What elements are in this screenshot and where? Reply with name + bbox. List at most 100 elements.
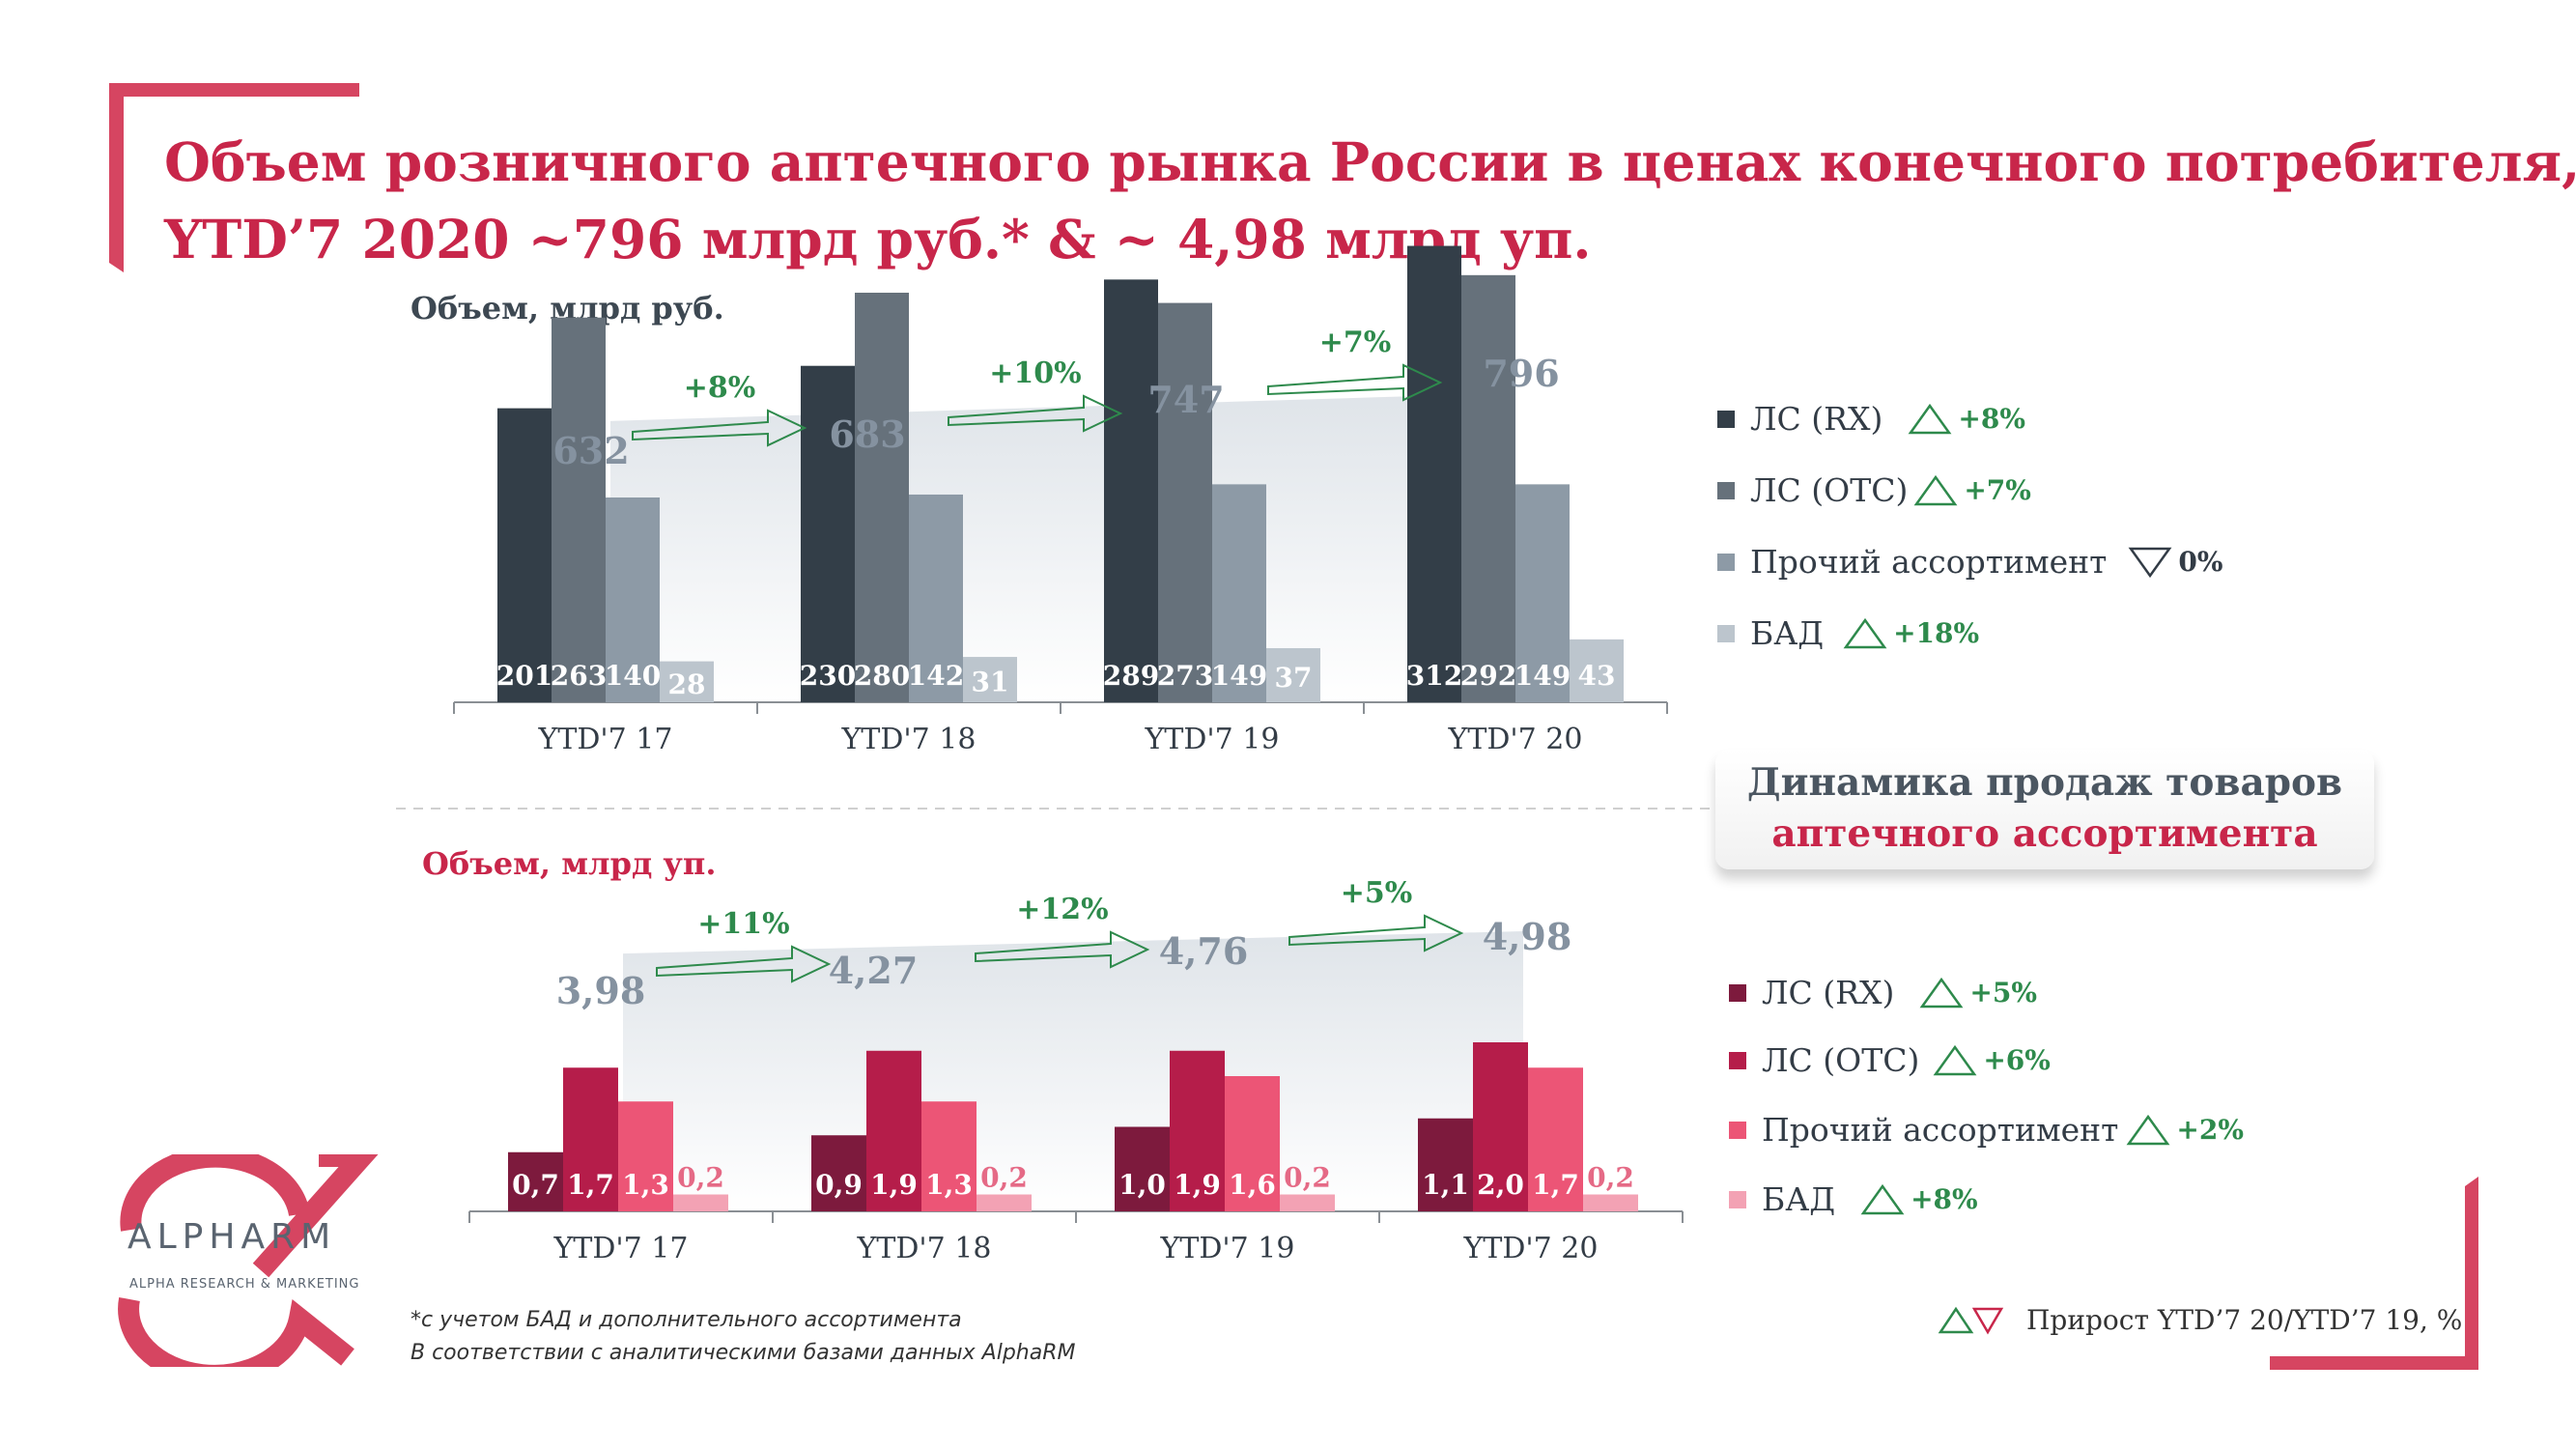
total-label: 796	[1483, 352, 1559, 395]
bar-value-label: 0,2	[677, 1162, 724, 1194]
bar-value-label: 0,2	[980, 1162, 1028, 1194]
title-line-1: Объем розничного аптечного рынка России …	[164, 130, 2576, 193]
bar-value-label: 201	[496, 660, 552, 692]
logo-subtitle: ALPHA RESEARCH & MARKETING	[129, 1277, 360, 1292]
legend-label: БАД	[1762, 1180, 1836, 1218]
bar	[1570, 639, 1624, 702]
bar	[618, 1101, 673, 1211]
bar	[660, 661, 714, 702]
bar-value-label: 1,1	[1422, 1169, 1469, 1201]
bar-value-label: 312	[1406, 660, 1462, 692]
bar	[909, 494, 963, 702]
bar	[508, 1151, 563, 1211]
growth-label: +5%	[1341, 876, 1413, 910]
bar-value-label: 0,2	[1284, 1162, 1331, 1194]
total-label: 4,76	[1159, 929, 1249, 973]
legend-label: ЛС (OTC)	[1762, 1041, 1920, 1079]
legend-label: ЛС (OTC)	[1750, 471, 1909, 509]
legend-label: Прочий ассортимент	[1750, 543, 2108, 581]
legend-bottom: ЛС (RX) +5% ЛС (OTC) +6% Прочий ассортимент +…	[1729, 966, 2308, 1256]
bar	[563, 1067, 618, 1211]
bar	[1418, 1118, 1473, 1211]
bar	[1461, 274, 1515, 702]
bar	[855, 293, 909, 702]
bar-value-label: 1,3	[925, 1169, 973, 1201]
bar-value-label: 1,3	[622, 1169, 669, 1201]
legend-change: 0%	[2178, 546, 2223, 578]
bar	[1528, 1067, 1583, 1211]
bar	[497, 408, 552, 702]
bar-value-label: 1,7	[1532, 1169, 1579, 1201]
legend-item: ЛС (RX) +8%	[1717, 400, 2025, 438]
bar-value-label: 28	[668, 668, 706, 700]
bar	[552, 317, 606, 702]
bar	[1583, 1194, 1638, 1211]
bar-value-label: 1,9	[870, 1169, 918, 1201]
x-tick-label: YTD'7 19	[1145, 723, 1280, 756]
bar-value-label: 1,6	[1229, 1169, 1276, 1201]
legend-change: +8%	[1911, 1183, 1978, 1215]
x-tick-label: YTD'7 18	[857, 1232, 992, 1265]
growth-arrow	[1288, 914, 1464, 952]
bar	[1266, 647, 1320, 702]
bar	[673, 1194, 728, 1211]
growth-label: +7%	[1319, 326, 1392, 359]
bar	[1473, 1042, 1528, 1211]
logo-name: ALPHARM	[127, 1217, 337, 1257]
bar-value-label: 292	[1460, 660, 1516, 692]
legend-swatch	[1717, 481, 1735, 499]
legend-item: ЛС (OTC) +6%	[1729, 1041, 2051, 1079]
total-label: 747	[1147, 378, 1224, 421]
legend-swatch	[1729, 1121, 1746, 1139]
bar	[1158, 302, 1212, 702]
legend-item: БАД +18%	[1717, 614, 1979, 652]
page-title: Объем розничного аптечного рынка России …	[164, 124, 2576, 278]
x-tick-label: YTD'7 19	[1160, 1232, 1295, 1265]
bar	[1407, 245, 1461, 703]
legend-swatch	[1717, 553, 1735, 571]
triangle-up-down-icon	[1938, 1306, 2004, 1334]
alpharm-logo-icon	[118, 1154, 379, 1367]
bar-value-label: 2,0	[1477, 1169, 1524, 1201]
bar-value-label: 280	[854, 660, 910, 692]
legend-swatch	[1729, 983, 1746, 1002]
legend-change: +2%	[2176, 1114, 2244, 1146]
bar-value-label: 1,9	[1174, 1169, 1221, 1201]
x-tick-label: YTD'7 18	[841, 723, 977, 756]
bar-value-label: 149	[1211, 660, 1267, 692]
legend-change: +18%	[1893, 617, 1980, 649]
x-tick-label: YTD'7 20	[1463, 1232, 1599, 1265]
triangle-down-icon	[2128, 547, 2172, 578]
growth-label: +10%	[989, 356, 1081, 390]
bar-value-label: 142	[908, 660, 964, 692]
legend-top: ЛС (RX) +8% ЛС (OTC) +7% Прочий ассортимент 0…	[1717, 386, 2297, 676]
triangle-up-icon	[1860, 1183, 1905, 1214]
legend-swatch	[1717, 624, 1735, 642]
legend-label: ЛС (RX)	[1762, 974, 1895, 1011]
bar	[963, 657, 1017, 702]
bar	[866, 1050, 921, 1211]
legend-item: ЛС (RX) +5%	[1729, 974, 2037, 1011]
growth-label: +11%	[697, 907, 789, 941]
footnote: *с учетом БАД и дополнительного ассортим…	[410, 1304, 1076, 1370]
bar-value-label: 31	[972, 667, 1009, 698]
bar-value-label: 140	[605, 660, 661, 692]
bar-value-label: 149	[1514, 660, 1571, 692]
total-label: 4,98	[1483, 915, 1572, 958]
growth-note: Прирост YTD’7 20/YTD’7 19, %	[1938, 1304, 2462, 1336]
growth-label: +8%	[684, 371, 756, 405]
bar	[1280, 1194, 1335, 1211]
legend-swatch	[1729, 1051, 1746, 1069]
legend-swatch	[1717, 410, 1735, 428]
growth-note-text: Прирост YTD’7 20/YTD’7 19, %	[2026, 1304, 2463, 1336]
bar-value-label: 1,7	[567, 1169, 614, 1201]
bar	[1212, 484, 1266, 702]
legend-change: +7%	[1964, 474, 2031, 506]
growth-arrow	[632, 409, 807, 447]
legend-change: +5%	[1969, 977, 2037, 1009]
total-label: 683	[829, 412, 905, 456]
growth-label: +12%	[1016, 893, 1108, 926]
